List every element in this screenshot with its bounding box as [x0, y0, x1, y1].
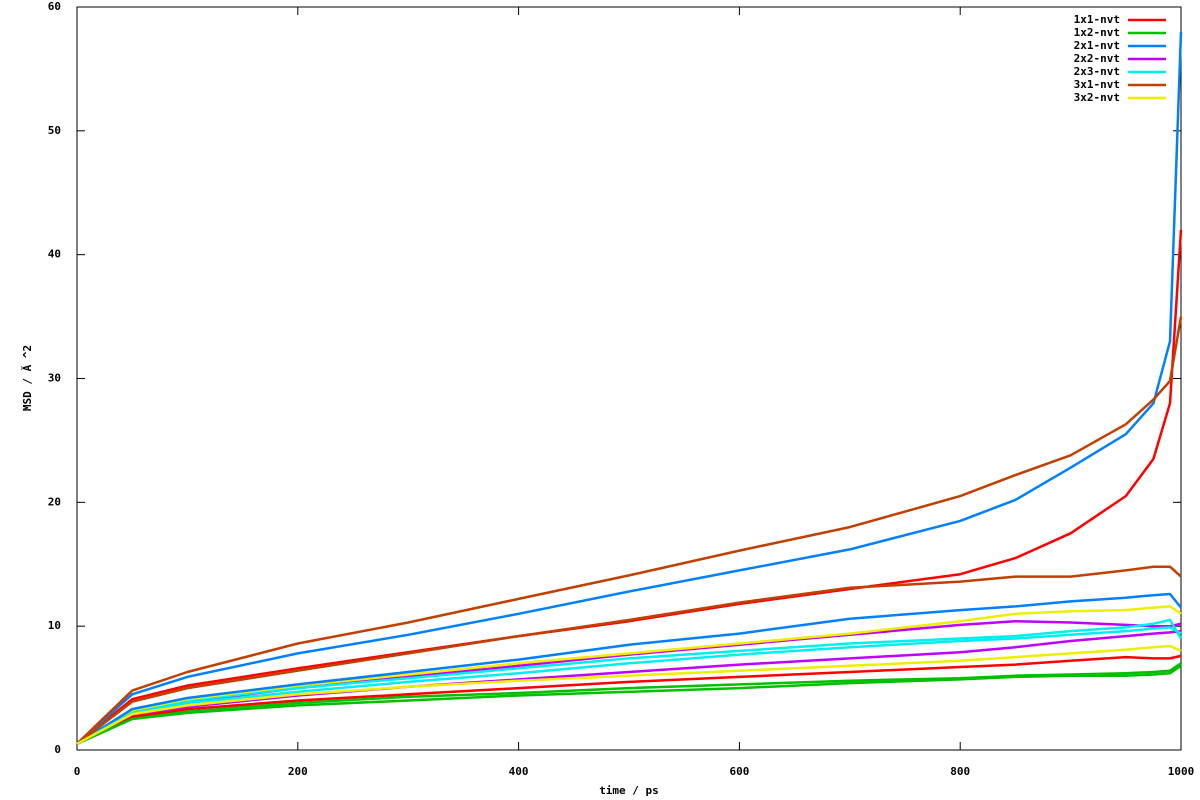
- series-line: [76, 644, 1182, 745]
- series-line: [76, 618, 1183, 745]
- x-tick-label: 600: [729, 765, 749, 778]
- y-tick-label: 60: [48, 0, 61, 13]
- y-tick-label: 10: [48, 619, 61, 632]
- y-tick-label: 0: [54, 743, 61, 756]
- x-tick-label: 800: [950, 765, 970, 778]
- series-line: [76, 654, 1182, 745]
- y-tick-label: 50: [48, 124, 61, 137]
- y-tick-label: 30: [48, 372, 61, 385]
- x-axis-label: time / ps: [599, 784, 659, 797]
- legend-label: 3x2-nvt: [1074, 91, 1120, 104]
- y-tick-label: 20: [48, 495, 61, 508]
- y-tick-label: 40: [48, 248, 61, 261]
- x-tick-label: 0: [74, 765, 81, 778]
- x-tick-label: 400: [509, 765, 529, 778]
- series-line: [76, 626, 1182, 745]
- x-tick-label: 1000: [1168, 765, 1195, 778]
- series-line: [76, 662, 1182, 745]
- legend-label: 2x1-nvt: [1074, 39, 1120, 52]
- legend-label: 1x1-nvt: [1074, 13, 1120, 26]
- legend-label: 2x3-nvt: [1074, 65, 1120, 78]
- legend-label: 3x1-nvt: [1074, 78, 1120, 91]
- legend-label: 2x2-nvt: [1074, 52, 1120, 65]
- series-line: [76, 664, 1182, 745]
- legend-label: 1x2-nvt: [1074, 26, 1120, 39]
- series-line: [76, 316, 1183, 745]
- series-line: [76, 592, 1182, 745]
- series-line: [76, 565, 1182, 745]
- x-tick-label: 200: [288, 765, 308, 778]
- series-line: [76, 31, 1183, 745]
- y-axis-label: MSD / Ă ^2: [21, 345, 34, 411]
